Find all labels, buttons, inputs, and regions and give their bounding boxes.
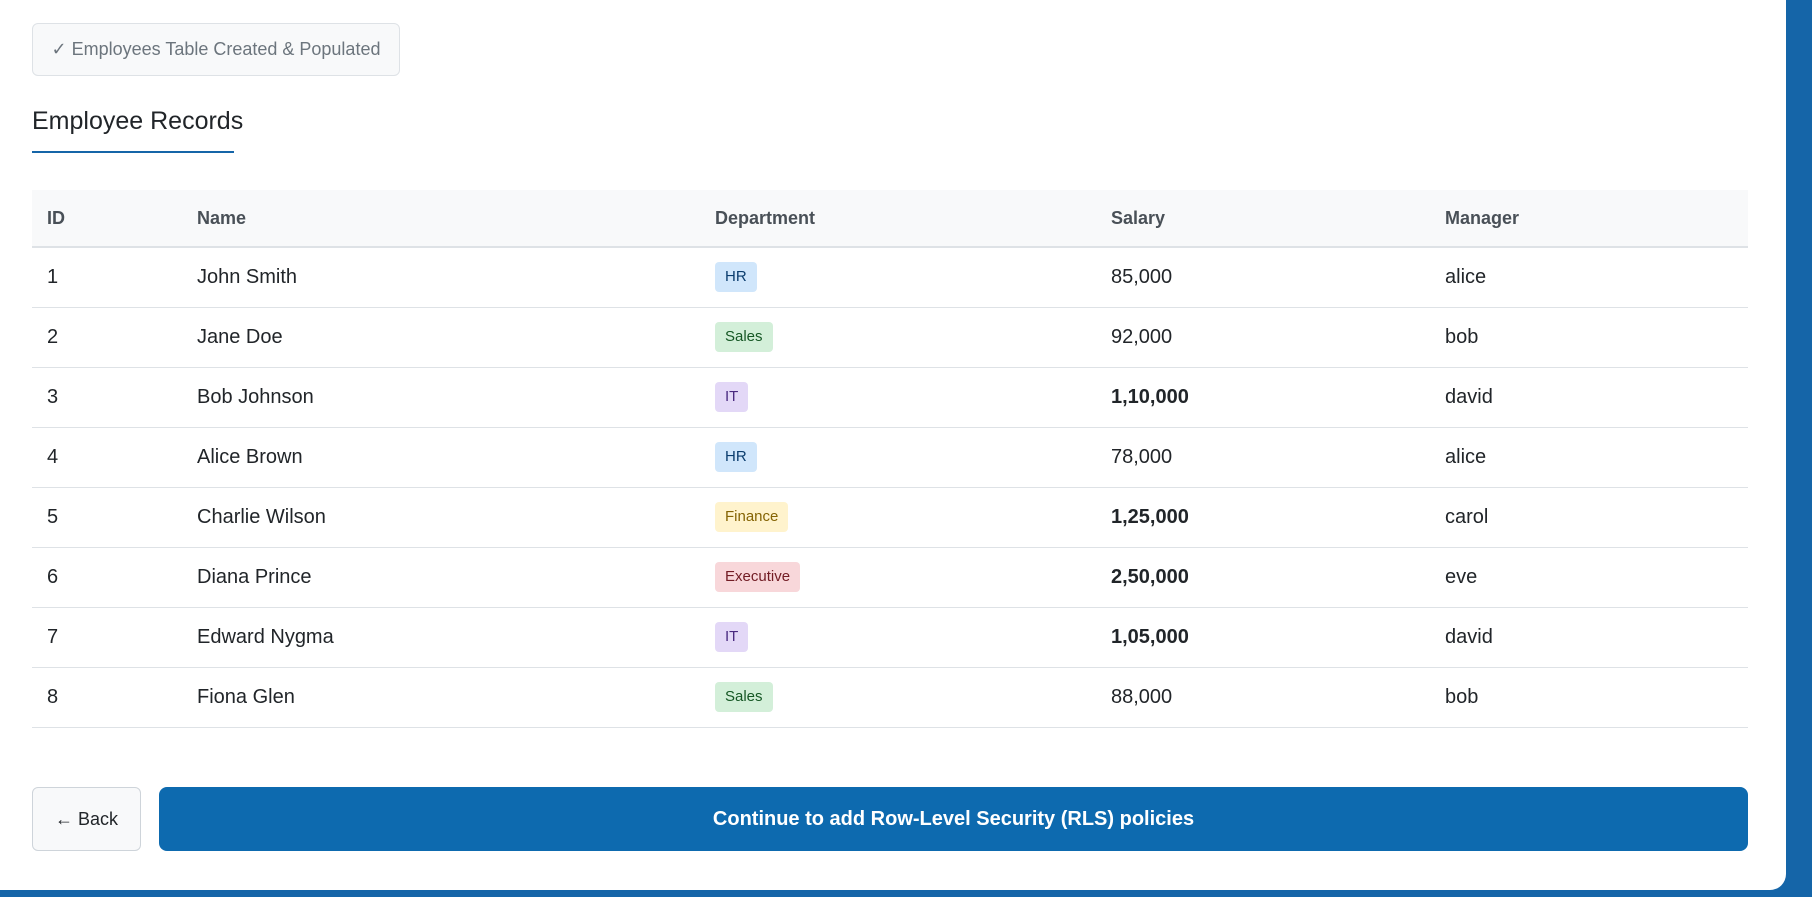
- cell-salary: 1,05,000: [1111, 625, 1189, 648]
- section-title: Employee Records: [32, 107, 244, 135]
- table-row: 2 Jane Doe Sales 92,000 bob: [32, 307, 1748, 367]
- cell-id: 6: [47, 565, 59, 588]
- header-salary: Salary: [1111, 207, 1166, 228]
- cell-department: IT: [700, 367, 1096, 427]
- table-body: 1 John Smith HR 85,000 alice 2 Jane Doe Sales 92…: [32, 247, 1748, 727]
- title-underline: [32, 151, 234, 153]
- cell-salary: 1,10,000: [1111, 385, 1189, 408]
- cell-name: Bob Johnson: [197, 385, 314, 408]
- department-badge: Sales: [715, 682, 773, 712]
- employee-table: ID Name Department Salary Manager 1 John …: [32, 190, 1748, 728]
- header-department: Department: [715, 207, 816, 228]
- cell-id: 4: [47, 445, 59, 468]
- cell-department: IT: [700, 607, 1096, 667]
- cell-manager: carol: [1445, 505, 1489, 528]
- cell-id: 8: [47, 685, 59, 708]
- cell-name: Fiona Glen: [197, 685, 295, 708]
- cell-name: Alice Brown: [197, 445, 303, 468]
- cell-id: 5: [47, 505, 59, 528]
- cell-id: 2: [47, 325, 59, 348]
- cell-name: Diana Prince: [197, 565, 312, 588]
- table-row: 8 Fiona Glen Sales 88,000 bob: [32, 667, 1748, 727]
- department-badge: Executive: [715, 562, 801, 592]
- cell-salary: 1,25,000: [1111, 505, 1189, 528]
- cell-name: John Smith: [197, 265, 298, 288]
- cell-salary: 85,000: [1111, 265, 1173, 288]
- header-manager: Manager: [1445, 207, 1520, 228]
- back-button[interactable]: ← Back: [32, 787, 141, 851]
- cell-department: Finance: [700, 487, 1096, 547]
- department-badge: HR: [715, 262, 757, 293]
- table-header-row: ID Name Department Salary Manager: [32, 190, 1748, 247]
- table-row: 3 Bob Johnson IT 1,10,000 david: [32, 367, 1748, 427]
- department-badge: IT: [715, 382, 749, 412]
- main-card: ✓ Employees Table Created & Populated Em…: [0, 0, 1786, 890]
- cell-department: Sales: [700, 667, 1096, 727]
- cell-manager: eve: [1445, 565, 1478, 588]
- cell-manager: bob: [1445, 685, 1479, 708]
- table-row: 1 John Smith HR 85,000 alice: [32, 247, 1748, 307]
- cell-id: 3: [47, 385, 59, 408]
- cell-department: Sales: [700, 307, 1096, 367]
- department-badge: HR: [715, 442, 757, 472]
- cell-name: Edward Nygma: [197, 625, 334, 648]
- cell-name: Charlie Wilson: [197, 505, 326, 528]
- table-row: 4 Alice Brown HR 78,000 alice: [32, 427, 1748, 487]
- cell-manager: bob: [1445, 325, 1479, 348]
- department-badge: Finance: [715, 502, 789, 532]
- header-id: ID: [47, 207, 65, 228]
- cell-id: 1: [47, 265, 59, 288]
- cell-department: HR: [700, 427, 1096, 487]
- cell-salary: 2,50,000: [1111, 565, 1189, 588]
- cell-department: HR: [700, 247, 1096, 307]
- table-row: 6 Diana Prince Executive 2,50,000 eve: [32, 547, 1748, 607]
- cell-salary: 88,000: [1111, 685, 1173, 708]
- cell-salary: 92,000: [1111, 325, 1173, 348]
- continue-button[interactable]: Continue to add Row-Level Security (RLS)…: [159, 787, 1748, 851]
- cell-manager: alice: [1445, 265, 1487, 288]
- department-badge: IT: [715, 622, 749, 652]
- status-badge: ✓ Employees Table Created & Populated: [32, 23, 400, 76]
- cell-department: Executive: [700, 547, 1096, 607]
- cell-manager: alice: [1445, 445, 1487, 468]
- table-row: 5 Charlie Wilson Finance 1,25,000 carol: [32, 487, 1748, 547]
- cell-manager: david: [1445, 625, 1493, 648]
- cell-id: 7: [47, 625, 59, 648]
- department-badge: Sales: [715, 322, 773, 352]
- cell-salary: 78,000: [1111, 445, 1173, 468]
- table-row: 7 Edward Nygma IT 1,05,000 david: [32, 607, 1748, 667]
- header-name: Name: [197, 207, 247, 228]
- cell-name: Jane Doe: [197, 325, 283, 348]
- cell-manager: david: [1445, 385, 1493, 408]
